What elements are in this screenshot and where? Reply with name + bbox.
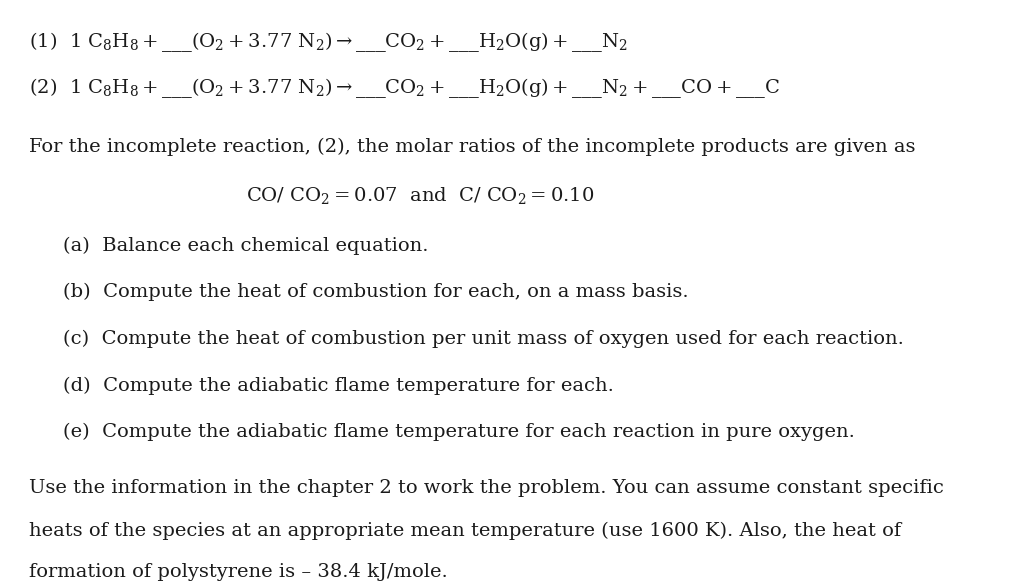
Text: heats of the species at an appropriate mean temperature (use 1600 K). Also, the : heats of the species at an appropriate m…: [29, 522, 901, 540]
Text: (e)  Compute the adiabatic flame temperature for each reaction in pure oxygen.: (e) Compute the adiabatic flame temperat…: [63, 423, 855, 441]
Text: (b)  Compute the heat of combustion for each, on a mass basis.: (b) Compute the heat of combustion for e…: [63, 283, 689, 301]
Text: (c)  Compute the heat of combustion per unit mass of oxygen used for each reacti: (c) Compute the heat of combustion per u…: [63, 330, 904, 348]
Text: (d)  Compute the adiabatic flame temperature for each.: (d) Compute the adiabatic flame temperat…: [63, 377, 614, 395]
Text: (1)  $\mathrm{1\ C_8H_8 + \_\_\_(O_2+3.77\ N_2) \rightarrow \_\_\_CO_2 + \_\_\_H: (1) $\mathrm{1\ C_8H_8 + \_\_\_(O_2+3.77…: [29, 30, 628, 54]
Text: (a)  Balance each chemical equation.: (a) Balance each chemical equation.: [63, 237, 429, 255]
Text: (2)  $\mathrm{1\ C_8H_8 + \_\_\_(O_2+3.77\ N_2) \rightarrow \_\_\_CO_2 + \_\_\_H: (2) $\mathrm{1\ C_8H_8 + \_\_\_(O_2+3.77…: [29, 76, 780, 100]
Text: Use the information in the chapter 2 to work the problem. You can assume constan: Use the information in the chapter 2 to …: [29, 479, 943, 497]
Text: formation of polystyrene is – 38.4 kJ/mole.: formation of polystyrene is – 38.4 kJ/mo…: [29, 563, 447, 581]
Text: For the incomplete reaction, (2), the molar ratios of the incomplete products ar: For the incomplete reaction, (2), the mo…: [29, 138, 915, 156]
Text: $\mathrm{CO/\ CO_2 = 0.07\ \ and\ \ C/\ CO_2 = 0.10}$: $\mathrm{CO/\ CO_2 = 0.07\ \ and\ \ C/\ …: [246, 185, 594, 206]
